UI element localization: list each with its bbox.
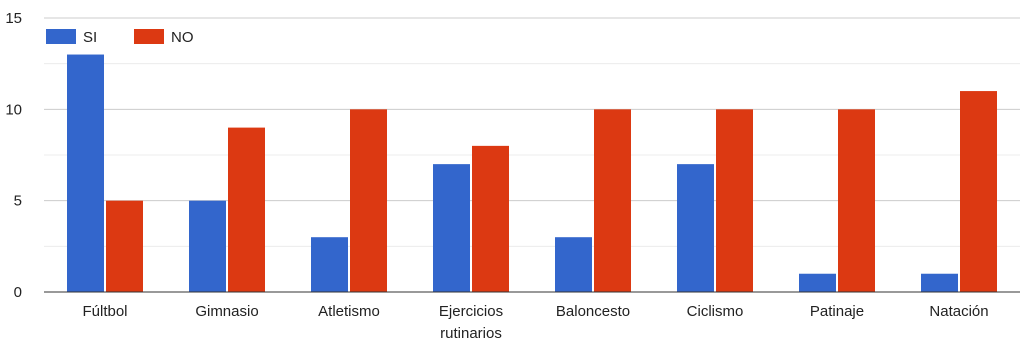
x-tick-label: rutinarios	[440, 325, 502, 342]
legend-swatch-no[interactable]	[134, 29, 164, 44]
bar-no-5[interactable]	[716, 109, 753, 292]
legend-label-no[interactable]: NO	[171, 29, 194, 46]
x-tick-label: Baloncesto	[556, 303, 630, 320]
bar-no-0[interactable]	[106, 200, 143, 292]
x-tick-label: Patinaje	[810, 303, 864, 320]
y-tick-label: 0	[14, 284, 22, 301]
bar-no-1[interactable]	[228, 127, 265, 292]
bar-si-5[interactable]	[677, 164, 714, 292]
bar-no-4[interactable]	[594, 109, 631, 292]
x-axis-ticks: Fúltbol Gimnasio Atletismo Ejercicios rutina…	[82, 303, 988, 342]
x-tick-label: Fúltbol	[82, 303, 127, 320]
bar-si-0[interactable]	[67, 54, 104, 293]
y-axis-ticks: 0 5 10 15	[5, 10, 22, 301]
legend-swatch-si[interactable]	[46, 29, 76, 44]
x-tick-label: Natación	[929, 303, 988, 320]
bar-no-6[interactable]	[838, 109, 875, 292]
bars	[67, 54, 997, 293]
legend[interactable]: SI NO	[46, 29, 194, 46]
x-tick-label: Ejercicios	[439, 303, 503, 320]
bar-si-7[interactable]	[921, 273, 958, 292]
bar-si-2[interactable]	[311, 237, 348, 292]
legend-label-si[interactable]: SI	[83, 29, 97, 46]
y-tick-label: 15	[5, 10, 22, 27]
bar-si-1[interactable]	[189, 200, 226, 292]
bar-si-4[interactable]	[555, 237, 592, 292]
bar-no-7[interactable]	[960, 91, 997, 292]
bar-no-3[interactable]	[472, 145, 509, 292]
y-tick-label: 5	[14, 193, 22, 210]
x-tick-label: Gimnasio	[195, 303, 258, 320]
bar-no-2[interactable]	[350, 109, 387, 292]
x-tick-label: Atletismo	[318, 303, 380, 320]
bar-si-6[interactable]	[799, 273, 836, 292]
bar-si-3[interactable]	[433, 164, 470, 292]
y-tick-label: 10	[5, 101, 22, 118]
x-tick-label: Ciclismo	[687, 303, 744, 320]
